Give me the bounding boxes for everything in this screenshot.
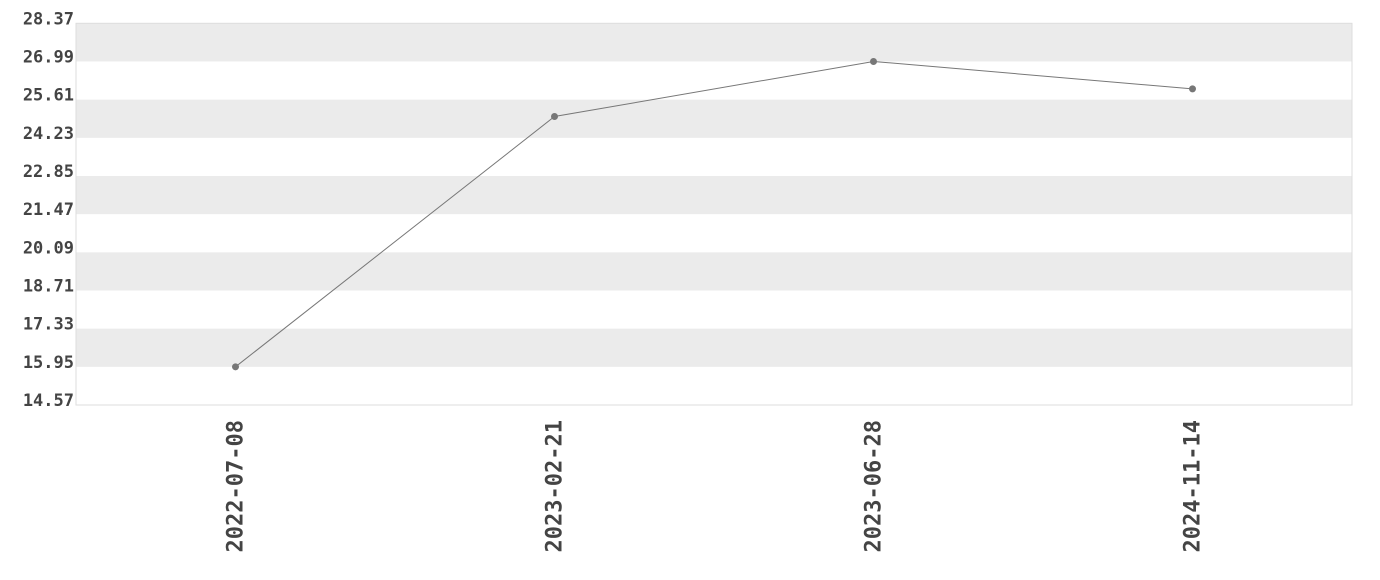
data-point xyxy=(232,363,239,371)
series-line-path xyxy=(235,60,1193,368)
x-tick-label: 2024-11-14 xyxy=(1181,420,1206,552)
y-tick-label: 24.23 xyxy=(23,124,74,144)
series-line xyxy=(232,57,1196,371)
plot-border xyxy=(75,22,1353,406)
y-tick-label: 15.95 xyxy=(23,353,74,373)
y-tick-label: 26.99 xyxy=(23,47,74,67)
grid-band xyxy=(76,328,1352,367)
x-axis: 2022-07-08 2023-02-21 2023-06-28 2024-11-14 xyxy=(224,420,1206,552)
x-tick-label: 2023-06-28 xyxy=(862,420,887,552)
grid-bands xyxy=(76,23,1352,367)
data-point xyxy=(551,113,558,121)
grid-band xyxy=(76,175,1352,215)
y-tick-label: 25.61 xyxy=(23,86,74,106)
y-axis: 14.57 15.95 17.33 18.71 20.09 21.47 22.85 24.23… xyxy=(23,9,74,411)
data-point xyxy=(870,57,877,65)
y-tick-label: 22.85 xyxy=(23,162,74,182)
data-point xyxy=(1189,85,1196,93)
grid-band xyxy=(76,252,1352,291)
x-tick-label: 2022-07-08 xyxy=(224,420,249,552)
y-tick-label: 21.47 xyxy=(23,200,74,220)
y-tick-label: 17.33 xyxy=(23,315,74,335)
grid-band xyxy=(76,99,1352,138)
y-tick-label: 28.37 xyxy=(23,9,74,29)
y-tick-label: 14.57 xyxy=(23,391,74,411)
y-tick-label: 20.09 xyxy=(23,238,74,258)
y-tick-label: 18.71 xyxy=(23,276,74,296)
grid-band xyxy=(76,23,1352,62)
x-tick-label: 2023-02-21 xyxy=(543,420,568,552)
